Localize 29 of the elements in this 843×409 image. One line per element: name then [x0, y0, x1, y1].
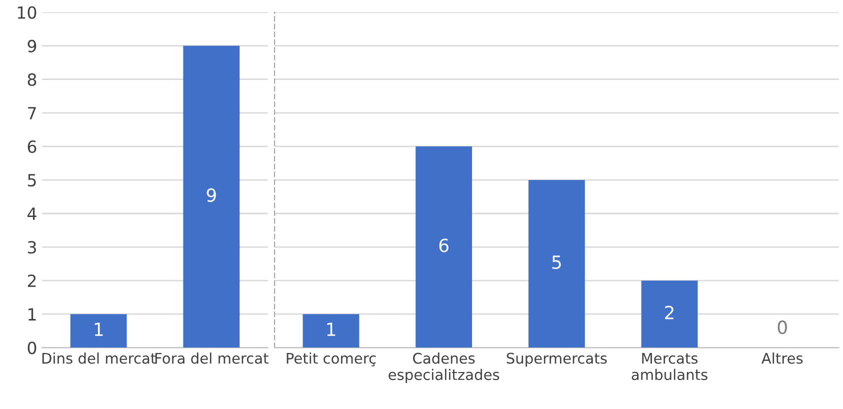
y-tick-label: 2 [28, 274, 36, 287]
x-tick-label: Altres [761, 352, 803, 364]
data-label: 2 [665, 306, 674, 320]
y-tick-label: 6 [28, 140, 36, 153]
y-tick-label: 9 [28, 40, 36, 52]
data-label: 5 [552, 256, 561, 270]
data-label: 1 [94, 322, 103, 336]
bar [641, 280, 698, 348]
y-tick-label: 5 [28, 174, 36, 187]
data-label: 6 [439, 238, 448, 252]
y-tick-label: 4 [28, 208, 36, 220]
data-label: 0 [778, 320, 787, 334]
bar [302, 314, 360, 348]
y-tick-label: 7 [28, 107, 36, 120]
x-tick-label: Dins del mercat [42, 352, 156, 364]
y-tick-label: 0 [28, 342, 36, 354]
y-tick-label: 8 [28, 73, 36, 86]
data-label: 9 [206, 188, 216, 202]
y-tick-label: 3 [28, 241, 36, 254]
x-tick-label: Petit comerç [286, 352, 376, 366]
x-tick-label: Supermercats [506, 352, 607, 367]
bar [416, 146, 472, 348]
data-label: 1 [327, 322, 336, 336]
y-tick-label: 1 [28, 308, 36, 320]
bar [528, 180, 585, 348]
x-tick-label: Mercats ambulants [632, 352, 708, 380]
x-tick-label: Fora del mercat [155, 352, 268, 364]
y-tick-label: 10 [18, 6, 36, 19]
x-tick-label: Cadenes especialitzades [388, 352, 500, 383]
